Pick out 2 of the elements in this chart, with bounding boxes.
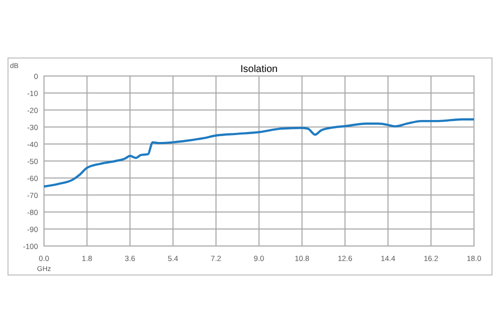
line-series	[42, 118, 476, 188]
chart-title: Isolation	[240, 64, 278, 75]
